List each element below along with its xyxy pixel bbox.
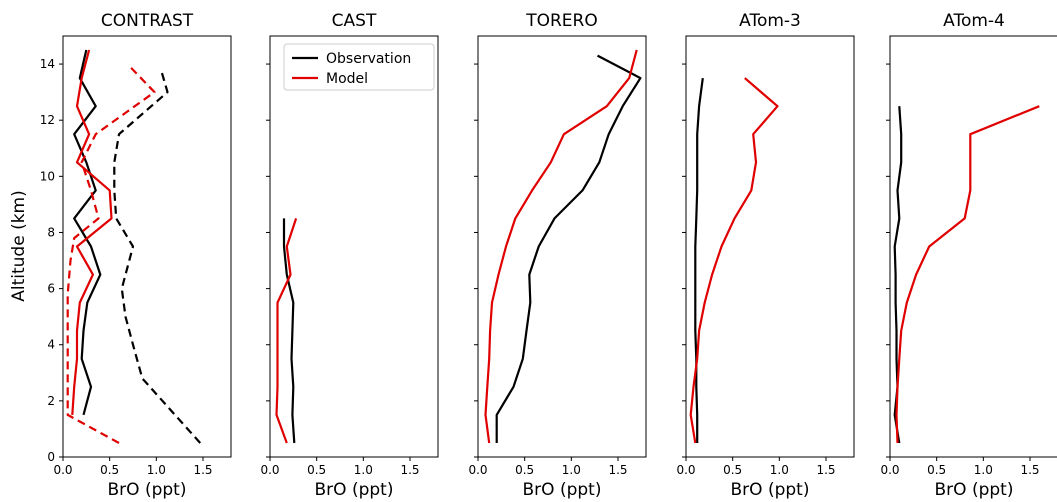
x-axis-label: BrO (ppt) — [108, 480, 187, 500]
x-tick-label: 1.0 — [562, 463, 581, 477]
x-axis-label: BrO (ppt) — [523, 480, 602, 500]
observation-line — [282, 218, 296, 444]
panel-title: ATom-4 — [943, 11, 1005, 31]
model-dashed-line — [66, 66, 156, 444]
y-tick-label: 10 — [40, 169, 55, 183]
x-tick-label: 0.0 — [676, 463, 695, 477]
x-tick-label: 0.5 — [927, 463, 946, 477]
y-tick-label: 12 — [40, 113, 55, 127]
plot-frame — [685, 35, 855, 458]
y-tick-label: 8 — [47, 225, 55, 239]
plot-frame — [889, 35, 1057, 458]
x-tick-label: 1.0 — [770, 463, 789, 477]
observation-line — [495, 54, 642, 443]
panel-torero: TORERO BrO (ppt) 0.0 0.5 1.0 1.5 — [468, 11, 647, 500]
x-tick-label: 0.5 — [723, 463, 742, 477]
panel-atom-3: ATom-3 BrO (ppt) 0.0 0.5 1.0 1.5 — [676, 11, 855, 500]
observation-line — [694, 77, 704, 443]
x-tick-label: 1.0 — [147, 463, 166, 477]
observation-dashed-line — [113, 69, 202, 444]
x-tick-label: 1.5 — [816, 463, 835, 477]
model-line — [275, 218, 298, 444]
x-tick-label: 1.5 — [193, 463, 212, 477]
y-tick-label: 0 — [47, 450, 55, 464]
panel-title: CAST — [332, 11, 377, 31]
x-axis-label: BrO (ppt) — [315, 480, 394, 500]
x-tick-label: 0.0 — [468, 463, 487, 477]
x-tick-label: 1.0 — [974, 463, 993, 477]
y-tick-label: 14 — [40, 57, 55, 71]
x-tick-label: 0.5 — [307, 463, 326, 477]
x-tick-label: 0.0 — [260, 463, 279, 477]
y-tick-label: 2 — [47, 394, 55, 408]
x-tick-label: 0.5 — [100, 463, 119, 477]
legend-entry-label: Observation — [326, 51, 411, 67]
model-line — [895, 105, 1040, 444]
panel-cast: CAST BrO (ppt) 0.0 0.5 1.0 1.5 Observation Mode… — [260, 11, 439, 500]
x-tick-label: 1.5 — [400, 463, 419, 477]
panel-title: TORERO — [525, 11, 598, 31]
panel-contrast: CONTRAST BrO (ppt) 0.0 0.5 1.0 1.5 0 2 4 6 8 10 12 14 — [40, 11, 232, 500]
legend: Observation Model — [283, 43, 435, 91]
x-tick-label: 1.5 — [1020, 463, 1039, 477]
y-tick-label: 6 — [47, 282, 55, 296]
x-tick-label: 0.0 — [880, 463, 899, 477]
y-tick-label: 4 — [47, 338, 55, 352]
panel-title: CONTRAST — [101, 11, 194, 31]
x-axis-label: BrO (ppt) — [731, 480, 810, 500]
legend-box — [283, 43, 435, 91]
panels: CONTRAST BrO (ppt) 0.0 0.5 1.0 1.5 0 2 4 6 8 10 12 14… — [40, 11, 1057, 500]
model-line — [71, 49, 113, 415]
x-tick-label: 1.0 — [354, 463, 373, 477]
plot-frame — [477, 35, 647, 458]
x-tick-label: 0.5 — [515, 463, 534, 477]
x-tick-label: 0.0 — [53, 463, 72, 477]
x-axis-label: BrO (ppt) — [935, 480, 1014, 500]
panel-atom-4: ATom-4 BrO (ppt) 0.0 0.5 1.0 1.5 — [880, 11, 1057, 500]
y-axis-label: Altitude (km) — [9, 190, 29, 302]
observation-line — [73, 49, 102, 416]
legend-entry-label: Model — [326, 71, 368, 87]
model-line — [484, 49, 638, 444]
plot-frame — [62, 35, 232, 458]
plot-frame — [269, 35, 439, 458]
x-tick-label: 1.5 — [608, 463, 627, 477]
panel-title: ATom-3 — [739, 11, 801, 31]
model-line — [689, 77, 779, 444]
